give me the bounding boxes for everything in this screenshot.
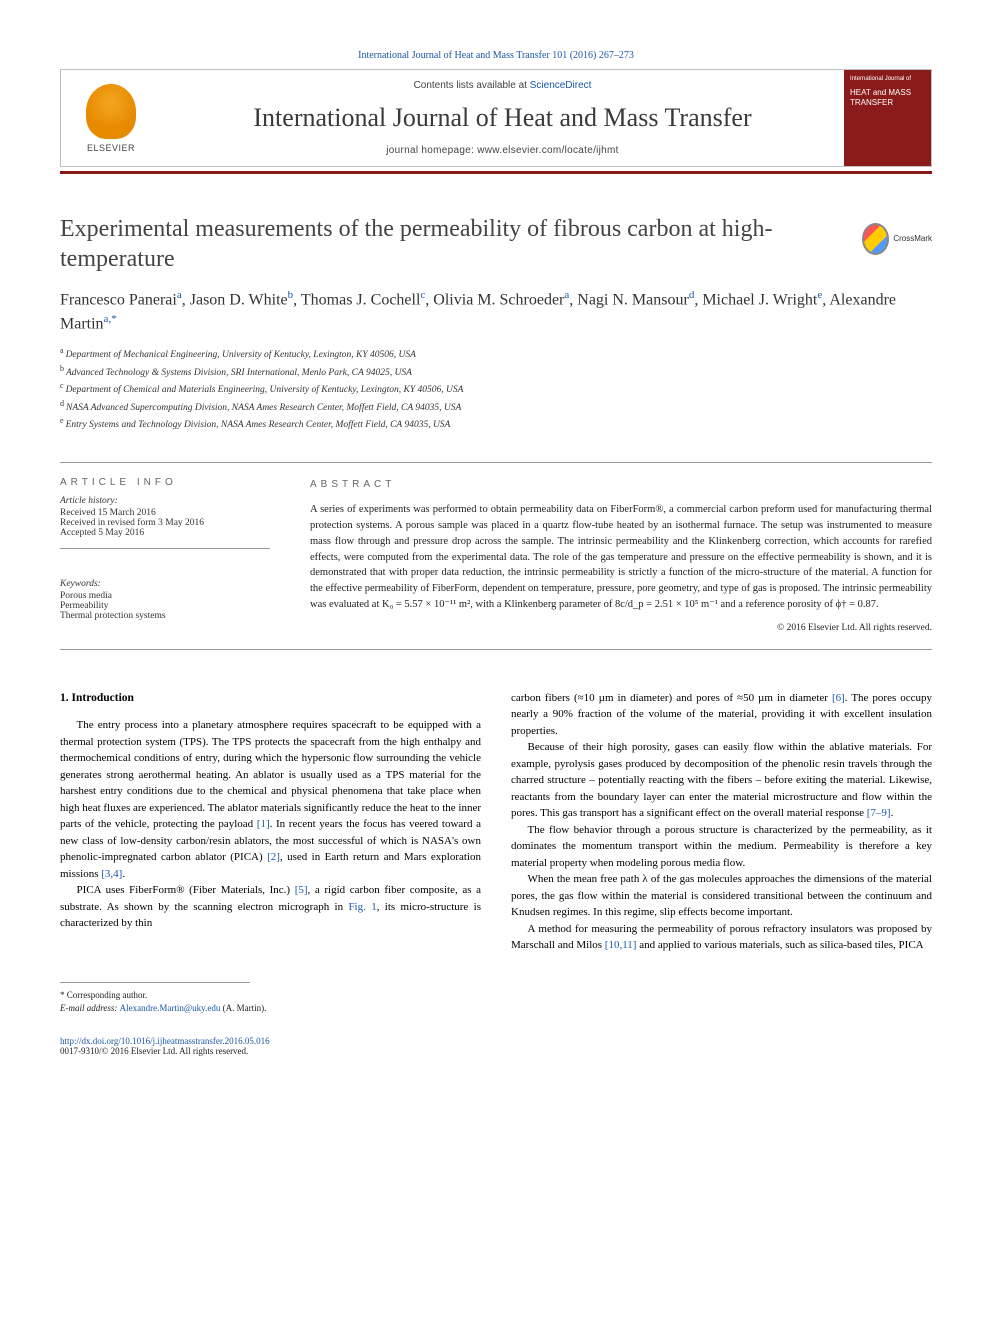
issn-copyright: 0017-9310/© 2016 Elsevier Ltd. All right… xyxy=(60,1046,932,1056)
history-accepted: Accepted 5 May 2016 xyxy=(60,528,270,538)
homepage-prefix: journal homepage: xyxy=(386,145,477,156)
abstract-copyright: © 2016 Elsevier Ltd. All rights reserved… xyxy=(310,621,932,635)
affiliation-b: bAdvanced Technology & Systems Division,… xyxy=(60,363,932,380)
history-received: Received 15 March 2016 xyxy=(60,508,270,518)
col1-para-1: The entry process into a planetary atmos… xyxy=(60,717,481,882)
affiliation-e: eEntry Systems and Technology Division, … xyxy=(60,415,932,432)
body-columns: 1. Introduction The entry process into a… xyxy=(60,690,932,1016)
col2-para-3: The flow behavior through a porous struc… xyxy=(511,822,932,872)
cover-subtitle: International Journal of xyxy=(850,76,925,82)
affiliation-c: cDepartment of Chemical and Materials En… xyxy=(60,380,932,397)
abstract-text: A series of experiments was performed to… xyxy=(310,502,932,612)
homepage-url[interactable]: www.elsevier.com/locate/ijhmt xyxy=(477,145,619,156)
cover-title: HEAT and MASS TRANSFER xyxy=(850,88,925,107)
doi-section: http://dx.doi.org/10.1016/j.ijheatmasstr… xyxy=(60,1036,932,1056)
elsevier-tree-icon xyxy=(86,84,136,139)
history-revised: Received in revised form 3 May 2016 xyxy=(60,518,270,528)
email-link[interactable]: Alexandre.Martin@uky.edu xyxy=(120,1003,221,1013)
citation-line: International Journal of Heat and Mass T… xyxy=(60,50,932,61)
publisher-name: ELSEVIER xyxy=(87,143,135,153)
footnote-separator xyxy=(60,982,250,989)
col2-para-4: When the mean free path λ of the gas mol… xyxy=(511,871,932,921)
col2-para-2: Because of their high porosity, gases ca… xyxy=(511,739,932,822)
doi-link[interactable]: http://dx.doi.org/10.1016/j.ijheatmasstr… xyxy=(60,1036,270,1046)
authors-line: Francesco Paneraia, Jason D. Whiteb, Tho… xyxy=(60,288,932,335)
header-center: Contents lists available at ScienceDirec… xyxy=(161,70,844,166)
affiliation-d: dNASA Advanced Supercomputing Division, … xyxy=(60,398,932,415)
article-title: Experimental measurements of the permeab… xyxy=(60,214,932,274)
keywords-block: Keywords: Porous media Permeability Ther… xyxy=(60,579,270,631)
info-abstract-row: ARTICLE INFO Article history: Received 1… xyxy=(60,462,932,650)
keywords-label: Keywords: xyxy=(60,579,270,589)
col1-para-2: PICA uses FiberForm® (Fiber Materials, I… xyxy=(60,882,481,932)
article-info-column: ARTICLE INFO Article history: Received 1… xyxy=(60,463,290,649)
abstract-column: ABSTRACT A series of experiments was per… xyxy=(290,463,932,649)
title-text: Experimental measurements of the permeab… xyxy=(60,216,772,272)
col2-para-1: carbon fibers (≈10 µm in diameter) and p… xyxy=(511,690,932,740)
publisher-logo[interactable]: ELSEVIER xyxy=(61,70,161,166)
column-left: 1. Introduction The entry process into a… xyxy=(60,690,481,1016)
abstract-heading: ABSTRACT xyxy=(310,477,932,492)
article-info-heading: ARTICLE INFO xyxy=(60,477,270,488)
section-1-heading: 1. Introduction xyxy=(60,690,481,707)
col2-para-5: A method for measuring the permeability … xyxy=(511,921,932,954)
history-label: Article history: xyxy=(60,496,270,506)
footnotes: * Corresponding author. E-mail address: … xyxy=(60,989,481,1016)
article-history-block: Article history: Received 15 March 2016 … xyxy=(60,496,270,549)
email-label: E-mail address: xyxy=(60,1003,120,1013)
keyword-0: Porous media xyxy=(60,591,270,601)
affiliations-block: aDepartment of Mechanical Engineering, U… xyxy=(60,345,932,432)
journal-name: International Journal of Heat and Mass T… xyxy=(253,103,751,133)
journal-cover-thumbnail[interactable]: International Journal of HEAT and MASS T… xyxy=(844,70,931,166)
email-line: E-mail address: Alexandre.Martin@uky.edu… xyxy=(60,1002,481,1016)
keyword-1: Permeability xyxy=(60,601,270,611)
crossmark-label: CrossMark xyxy=(893,234,932,244)
email-author: (A. Martin). xyxy=(220,1003,266,1013)
column-right: carbon fibers (≈10 µm in diameter) and p… xyxy=(511,690,932,1016)
contents-list-line: Contents lists available at ScienceDirec… xyxy=(414,80,592,91)
affiliation-a: aDepartment of Mechanical Engineering, U… xyxy=(60,345,932,362)
corresponding-author: * Corresponding author. xyxy=(60,989,481,1003)
keyword-2: Thermal protection systems xyxy=(60,611,270,621)
contents-prefix: Contents lists available at xyxy=(414,80,530,91)
journal-homepage: journal homepage: www.elsevier.com/locat… xyxy=(386,145,619,156)
page-container: International Journal of Heat and Mass T… xyxy=(0,0,992,1106)
crossmark-badge[interactable]: CrossMark xyxy=(862,219,932,259)
crossmark-icon xyxy=(862,223,889,255)
divider-bar xyxy=(60,171,932,174)
sciencedirect-link[interactable]: ScienceDirect xyxy=(530,80,592,91)
journal-header: ELSEVIER Contents lists available at Sci… xyxy=(60,69,932,167)
